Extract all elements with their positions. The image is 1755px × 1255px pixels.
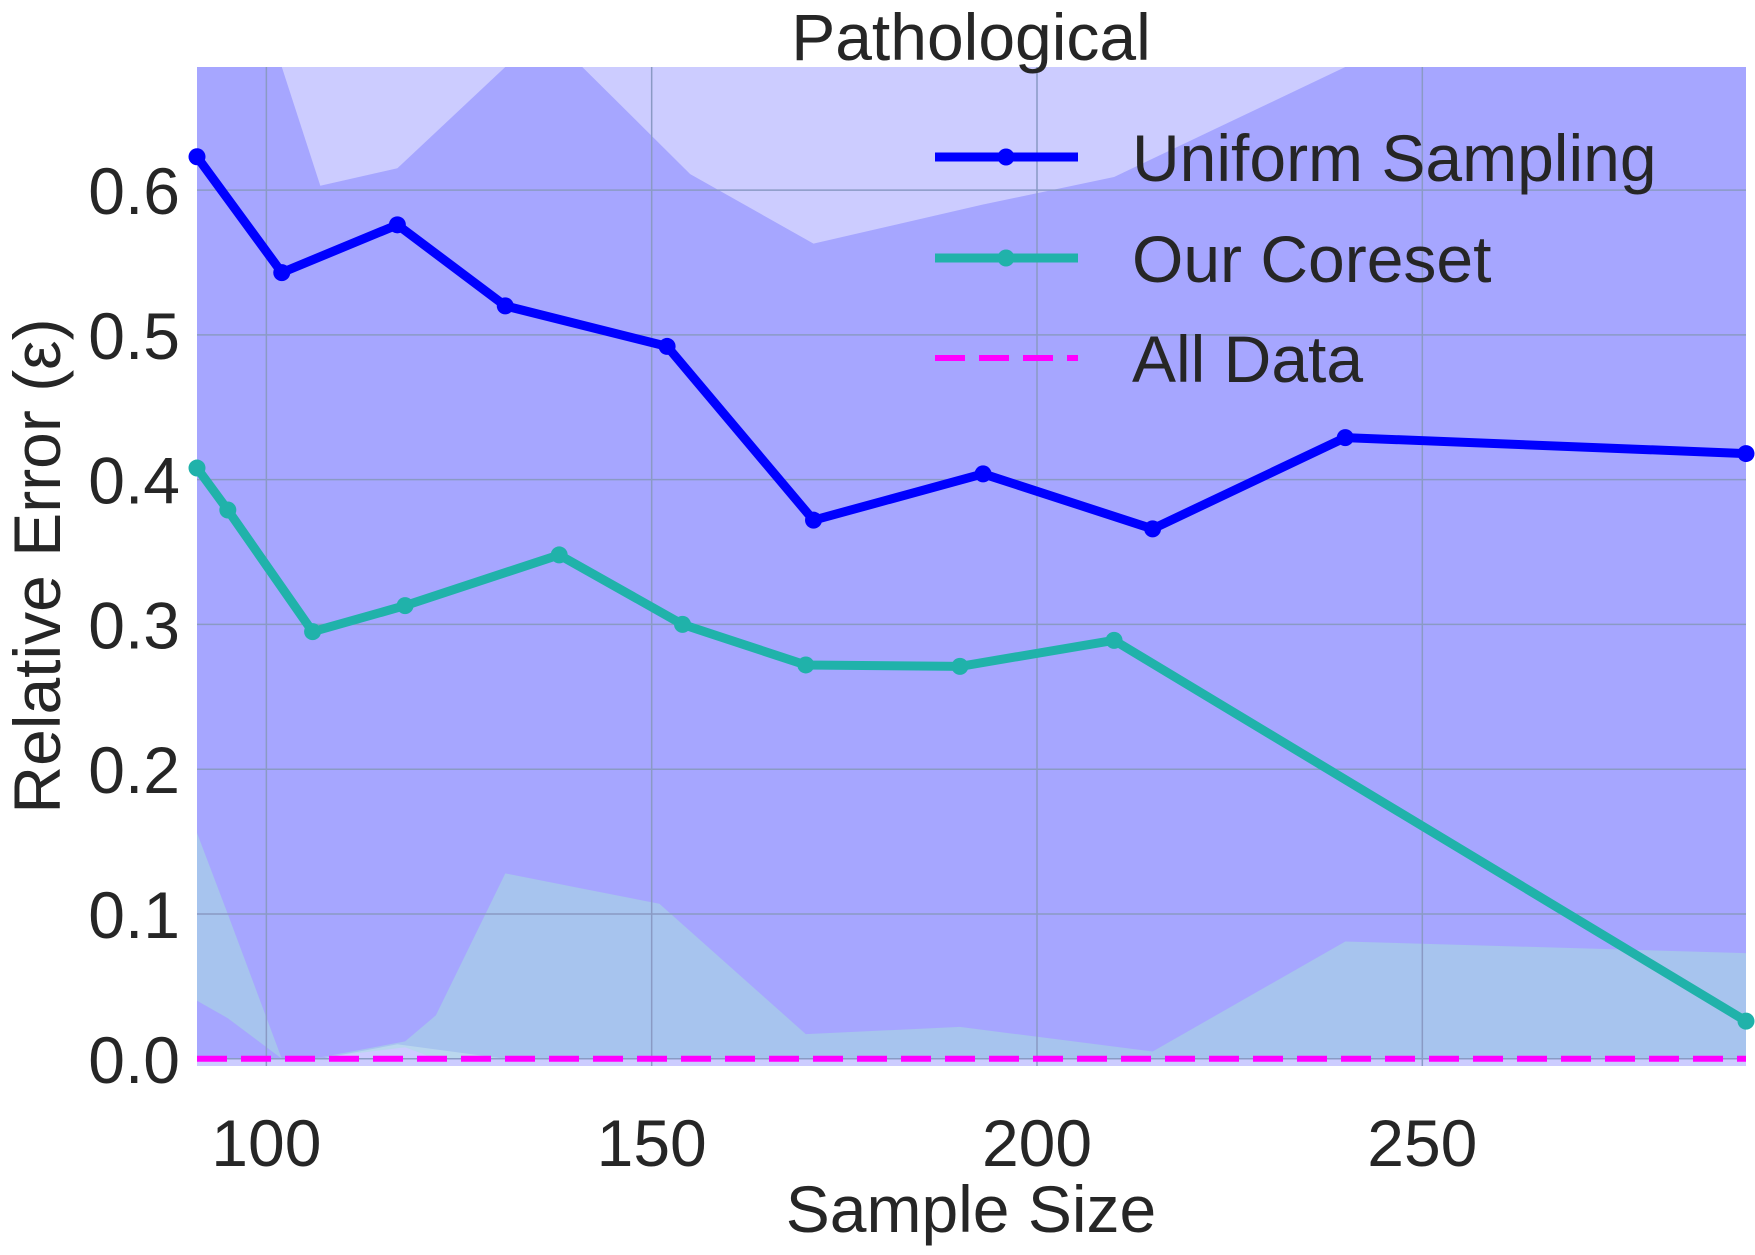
x-tick-label: 200 — [982, 1106, 1092, 1180]
y-tick-label: 0.0 — [88, 1023, 180, 1097]
legend-marker-our-coreset — [997, 249, 1015, 267]
data-point-our-coreset — [674, 615, 692, 633]
x-axis-label: Sample Size — [786, 1172, 1157, 1246]
confidence-bands — [197, 67, 1746, 1059]
data-point-uniform-sampling — [496, 297, 514, 315]
data-point-our-coreset — [550, 546, 568, 564]
data-point-uniform-sampling — [273, 264, 291, 282]
chart-title: Pathological — [791, 0, 1151, 74]
data-point-uniform-sampling — [188, 148, 206, 166]
series-points — [188, 148, 1755, 1030]
x-tick-labels: 100 150 200 250 — [211, 1106, 1477, 1180]
data-point-our-coreset — [396, 597, 414, 615]
y-tick-label: 0.6 — [88, 154, 180, 228]
band-our-coreset — [197, 832, 1746, 1059]
y-tick-label: 0.1 — [88, 878, 180, 952]
data-point-uniform-sampling — [1144, 520, 1162, 538]
y-tick-label: 0.4 — [88, 444, 180, 518]
data-point-our-coreset — [219, 501, 237, 519]
y-tick-label: 0.3 — [88, 588, 180, 662]
data-point-uniform-sampling — [388, 216, 406, 234]
data-point-uniform-sampling — [658, 337, 676, 355]
series-lines — [193, 154, 1749, 1062]
x-tick-label: 250 — [1367, 1106, 1477, 1180]
data-point-our-coreset — [951, 657, 969, 675]
y-tick-label: 0.2 — [88, 733, 180, 807]
data-point-uniform-sampling — [1336, 429, 1354, 447]
data-point-our-coreset — [304, 623, 322, 641]
data-point-uniform-sampling — [974, 465, 992, 483]
series-line-our-coreset — [193, 465, 1749, 1025]
series-line-uniform-sampling — [193, 154, 1747, 534]
y-tick-labels: 0.0 0.1 0.2 0.3 0.4 0.5 0.6 — [88, 154, 180, 1097]
data-point-our-coreset — [797, 656, 815, 674]
data-point-uniform-sampling — [1737, 445, 1755, 463]
legend-label-uniform-sampling: Uniform Sampling — [1132, 121, 1657, 195]
data-point-uniform-sampling — [805, 511, 823, 529]
legend-marker-uniform-sampling — [997, 148, 1015, 166]
legend-label-our-coreset: Our Coreset — [1132, 222, 1491, 296]
data-point-our-coreset — [1737, 1012, 1755, 1030]
y-tick-label: 0.5 — [88, 299, 180, 373]
y-axis-label: Relative Error (ε) — [0, 318, 74, 813]
x-tick-label: 150 — [597, 1106, 707, 1180]
legend: Uniform Sampling Our Coreset All Data — [935, 121, 1657, 396]
legend-label-all-data: All Data — [1132, 322, 1363, 396]
band-uniform-sampling — [197, 67, 1746, 1059]
data-point-our-coreset — [188, 459, 206, 477]
data-point-our-coreset — [1105, 631, 1123, 649]
x-tick-label: 100 — [211, 1106, 321, 1180]
